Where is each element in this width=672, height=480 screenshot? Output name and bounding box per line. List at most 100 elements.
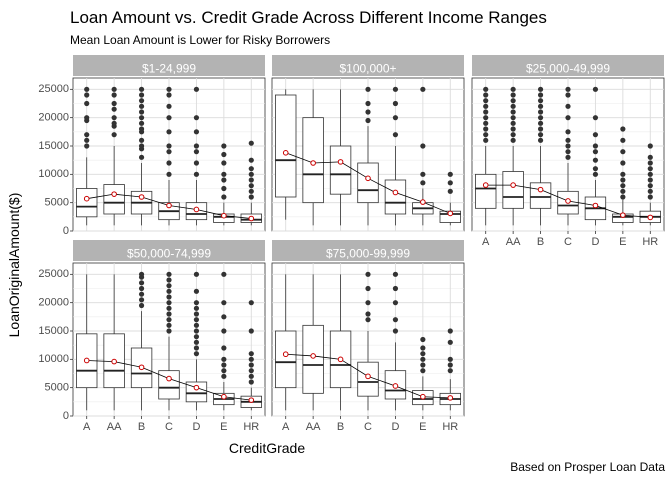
outlier-point (221, 151, 227, 158)
outlier-point (447, 356, 453, 362)
outlier-point (248, 166, 254, 172)
facet-strip (472, 55, 664, 76)
outlier-point (365, 317, 371, 323)
outlier-point (392, 285, 399, 292)
outlier-point (420, 368, 426, 374)
box-iqr (302, 324, 324, 394)
mean-point (365, 175, 371, 182)
facet-strip (73, 55, 265, 76)
outlier-point (537, 115, 544, 121)
outlier-point (420, 356, 426, 362)
outlier-point (510, 92, 516, 98)
outlier-point (193, 288, 200, 294)
outlier-point (84, 92, 90, 98)
outlier-point (483, 115, 489, 121)
y-tick-label: 25000 (38, 268, 69, 280)
outlier-point (193, 143, 200, 149)
mean-point (248, 397, 255, 403)
outlier-point (510, 137, 516, 143)
outlier-point (447, 328, 453, 334)
x-tick-label: C (364, 421, 372, 433)
outlier-point (392, 300, 399, 306)
box-iqr (275, 94, 297, 198)
outlier-point (193, 322, 200, 328)
outlier-point (111, 120, 117, 126)
outlier-point (221, 194, 227, 200)
x-tick-label: A (482, 236, 490, 248)
mean-point (392, 383, 399, 389)
outlier-point (193, 351, 200, 357)
outlier-point (138, 137, 145, 143)
outlier-point (111, 115, 117, 121)
outlier-point (193, 149, 200, 155)
outlier-point (510, 120, 516, 126)
outlier-point (620, 171, 626, 177)
box-iqr (384, 179, 407, 215)
outlier-point (420, 180, 426, 186)
mean-point (111, 358, 117, 365)
x-tick-label: AA (107, 421, 122, 433)
x-tick-label: D (391, 421, 399, 433)
outlier-point (193, 334, 200, 340)
outlier-point (483, 126, 489, 132)
outlier-point (565, 103, 571, 109)
x-tick-label: E (619, 236, 626, 248)
outlier-point (537, 92, 544, 98)
x-tick-label: AA (506, 236, 521, 248)
outlier-point (483, 86, 489, 92)
mean-point (138, 364, 145, 371)
box-iqr (357, 162, 379, 204)
outlier-point (248, 362, 254, 368)
outlier-point (166, 294, 172, 300)
x-tick-label: B (537, 236, 544, 248)
outlier-point (166, 129, 172, 135)
outlier-point (193, 317, 200, 323)
mean-point (510, 182, 516, 188)
outlier-point (193, 345, 200, 351)
outlier-point (592, 149, 599, 155)
outlier-point (138, 154, 145, 160)
outlier-point (483, 92, 489, 98)
outlier-point (483, 120, 489, 126)
outlier-point (392, 100, 399, 107)
outlier-point (537, 109, 544, 115)
outlier-point (392, 115, 399, 121)
outlier-point (166, 322, 172, 328)
outlier-point (138, 271, 145, 277)
outlier-point (138, 285, 145, 292)
outlier-point (221, 300, 227, 306)
outlier-point (166, 271, 172, 277)
mean-point (420, 393, 426, 400)
outlier-point (565, 154, 571, 160)
outlier-point (592, 166, 599, 172)
mean-point (310, 353, 316, 359)
mean-point (620, 212, 626, 218)
outlier-point (620, 183, 626, 189)
facet-strip-label: $75,000-99,999 (326, 247, 410, 261)
mean-point (592, 202, 599, 209)
mean-point (337, 159, 344, 165)
outlier-point (510, 98, 516, 104)
outlier-point (221, 362, 227, 368)
x-tick-label: A (282, 421, 290, 433)
outlier-point (647, 194, 653, 200)
mean-point (138, 194, 145, 200)
outlier-point (193, 328, 200, 334)
outlier-point (420, 143, 426, 149)
x-tick-label: AA (306, 421, 321, 433)
outlier-point (221, 143, 227, 149)
box-iqr (329, 145, 352, 195)
facet-strip (272, 55, 464, 76)
x-tick-label: A (83, 421, 91, 433)
mean-point (565, 198, 571, 204)
outlier-point (166, 103, 172, 109)
y-axis-title: LoanOriginalAmount($) (6, 193, 22, 338)
facet-strip (272, 240, 464, 261)
outlier-point (166, 115, 172, 121)
outlier-point (510, 86, 516, 92)
outlier-point (592, 115, 599, 121)
outlier-point (221, 328, 227, 334)
outlier-point (138, 86, 145, 92)
